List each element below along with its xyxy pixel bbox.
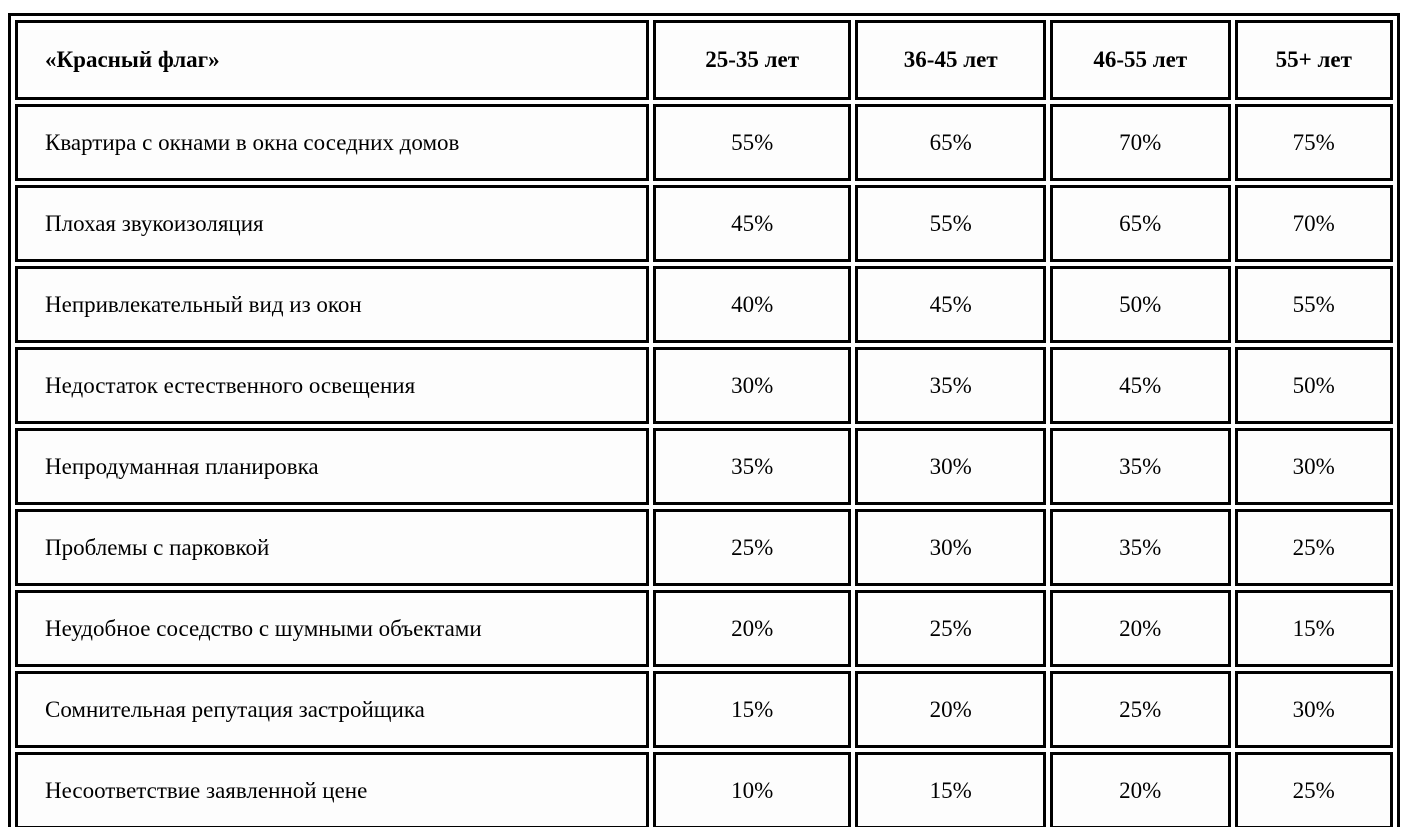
cell-value: 45%	[1049, 347, 1231, 424]
cell-value: 20%	[1049, 590, 1231, 667]
red-flags-table: «Красный флаг» 25-35 лет 36-45 лет 46-55…	[8, 13, 1400, 827]
table-row: Квартира с окнами в окна соседних домов …	[15, 104, 1393, 181]
table-row: Непривлекательный вид из окон 40% 45% 50…	[15, 266, 1393, 343]
table-row: Сомнительная репутация застройщика 15% 2…	[15, 671, 1393, 748]
row-label: Плохая звукоизоляция	[15, 185, 649, 262]
row-label: Проблемы с парковкой	[15, 509, 649, 586]
table-row: Недостаток естественного освещения 30% 3…	[15, 347, 1393, 424]
cell-value: 35%	[1049, 428, 1231, 505]
cell-value: 30%	[855, 428, 1046, 505]
cell-value: 25%	[1234, 752, 1393, 827]
cell-value: 30%	[1234, 428, 1393, 505]
cell-value: 15%	[652, 671, 852, 748]
cell-value: 55%	[1234, 266, 1393, 343]
row-label: Квартира с окнами в окна соседних домов	[15, 104, 649, 181]
cell-value: 30%	[855, 509, 1046, 586]
cell-value: 55%	[855, 185, 1046, 262]
table-row: Несоответствие заявленной цене 10% 15% 2…	[15, 752, 1393, 827]
cell-value: 50%	[1049, 266, 1231, 343]
column-header-36-45: 36-45 лет	[855, 20, 1046, 100]
cell-value: 75%	[1234, 104, 1393, 181]
cell-value: 15%	[1234, 590, 1393, 667]
row-label: Неудобное соседство с шумными объектами	[15, 590, 649, 667]
column-header-red-flag: «Красный флаг»	[15, 20, 649, 100]
table-row: Плохая звукоизоляция 45% 55% 65% 70%	[15, 185, 1393, 262]
row-label: Сомнительная репутация застройщика	[15, 671, 649, 748]
cell-value: 40%	[652, 266, 852, 343]
cell-value: 25%	[855, 590, 1046, 667]
cell-value: 20%	[1049, 752, 1231, 827]
cell-value: 25%	[1234, 509, 1393, 586]
cell-value: 30%	[652, 347, 852, 424]
table-header-row: «Красный флаг» 25-35 лет 36-45 лет 46-55…	[15, 20, 1393, 100]
column-header-25-35: 25-35 лет	[652, 20, 852, 100]
cell-value: 45%	[652, 185, 852, 262]
row-label: Непривлекательный вид из окон	[15, 266, 649, 343]
cell-value: 35%	[652, 428, 852, 505]
row-label: Несоответствие заявленной цене	[15, 752, 649, 827]
cell-value: 20%	[652, 590, 852, 667]
cell-value: 70%	[1234, 185, 1393, 262]
cell-value: 10%	[652, 752, 852, 827]
column-header-46-55: 46-55 лет	[1049, 20, 1231, 100]
cell-value: 30%	[1234, 671, 1393, 748]
cell-value: 35%	[1049, 509, 1231, 586]
cell-value: 35%	[855, 347, 1046, 424]
cell-value: 65%	[1049, 185, 1231, 262]
cell-value: 70%	[1049, 104, 1231, 181]
row-label: Непродуманная планировка	[15, 428, 649, 505]
table-row: Непродуманная планировка 35% 30% 35% 30%	[15, 428, 1393, 505]
cell-value: 25%	[1049, 671, 1231, 748]
column-header-55-plus: 55+ лет	[1234, 20, 1393, 100]
cell-value: 50%	[1234, 347, 1393, 424]
row-label: Недостаток естественного освещения	[15, 347, 649, 424]
cell-value: 65%	[855, 104, 1046, 181]
cell-value: 25%	[652, 509, 852, 586]
table-row: Проблемы с парковкой 25% 30% 35% 25%	[15, 509, 1393, 586]
table-row: Неудобное соседство с шумными объектами …	[15, 590, 1393, 667]
cell-value: 15%	[855, 752, 1046, 827]
cell-value: 55%	[652, 104, 852, 181]
cell-value: 20%	[855, 671, 1046, 748]
cell-value: 45%	[855, 266, 1046, 343]
